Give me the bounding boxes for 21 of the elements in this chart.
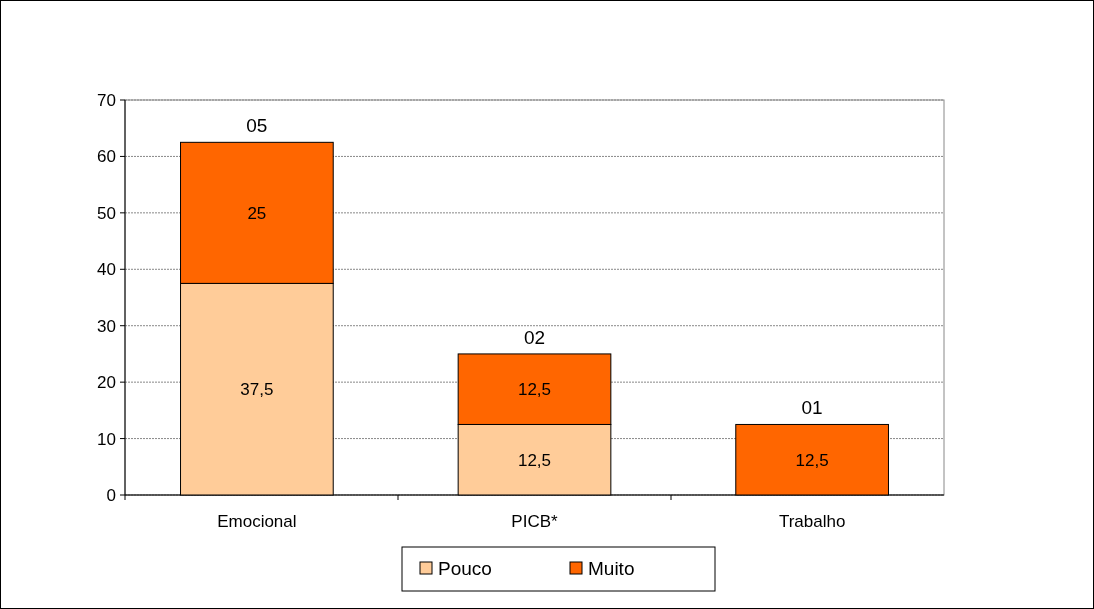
y-tick-label: 70	[97, 91, 116, 110]
legend-label: Muito	[588, 558, 635, 579]
y-tick-label: 30	[97, 316, 116, 336]
x-tick-label: Emocional	[217, 512, 297, 531]
annotation: 01	[801, 397, 823, 419]
y-tick-label: 40	[97, 260, 116, 280]
data-label: 12,5	[517, 380, 552, 400]
y-tick-label: 20	[97, 373, 116, 393]
data-label: 25	[247, 203, 267, 223]
y-tick-label: 50	[97, 203, 116, 223]
data-label: 12,5	[517, 450, 552, 470]
annotation: 05	[246, 115, 268, 137]
y-tick-label: 60	[97, 147, 116, 167]
legend-label: Pouco	[438, 558, 492, 579]
y-tick-label: 10	[97, 429, 116, 449]
annotation: 02	[523, 326, 546, 348]
y-tick-label: 0	[106, 486, 116, 505]
data-label: 12,5	[795, 450, 829, 470]
data-label: 37,5	[240, 380, 274, 400]
x-tick-label: PICB*	[511, 512, 559, 531]
x-tick-label: Trabalho	[778, 512, 846, 531]
